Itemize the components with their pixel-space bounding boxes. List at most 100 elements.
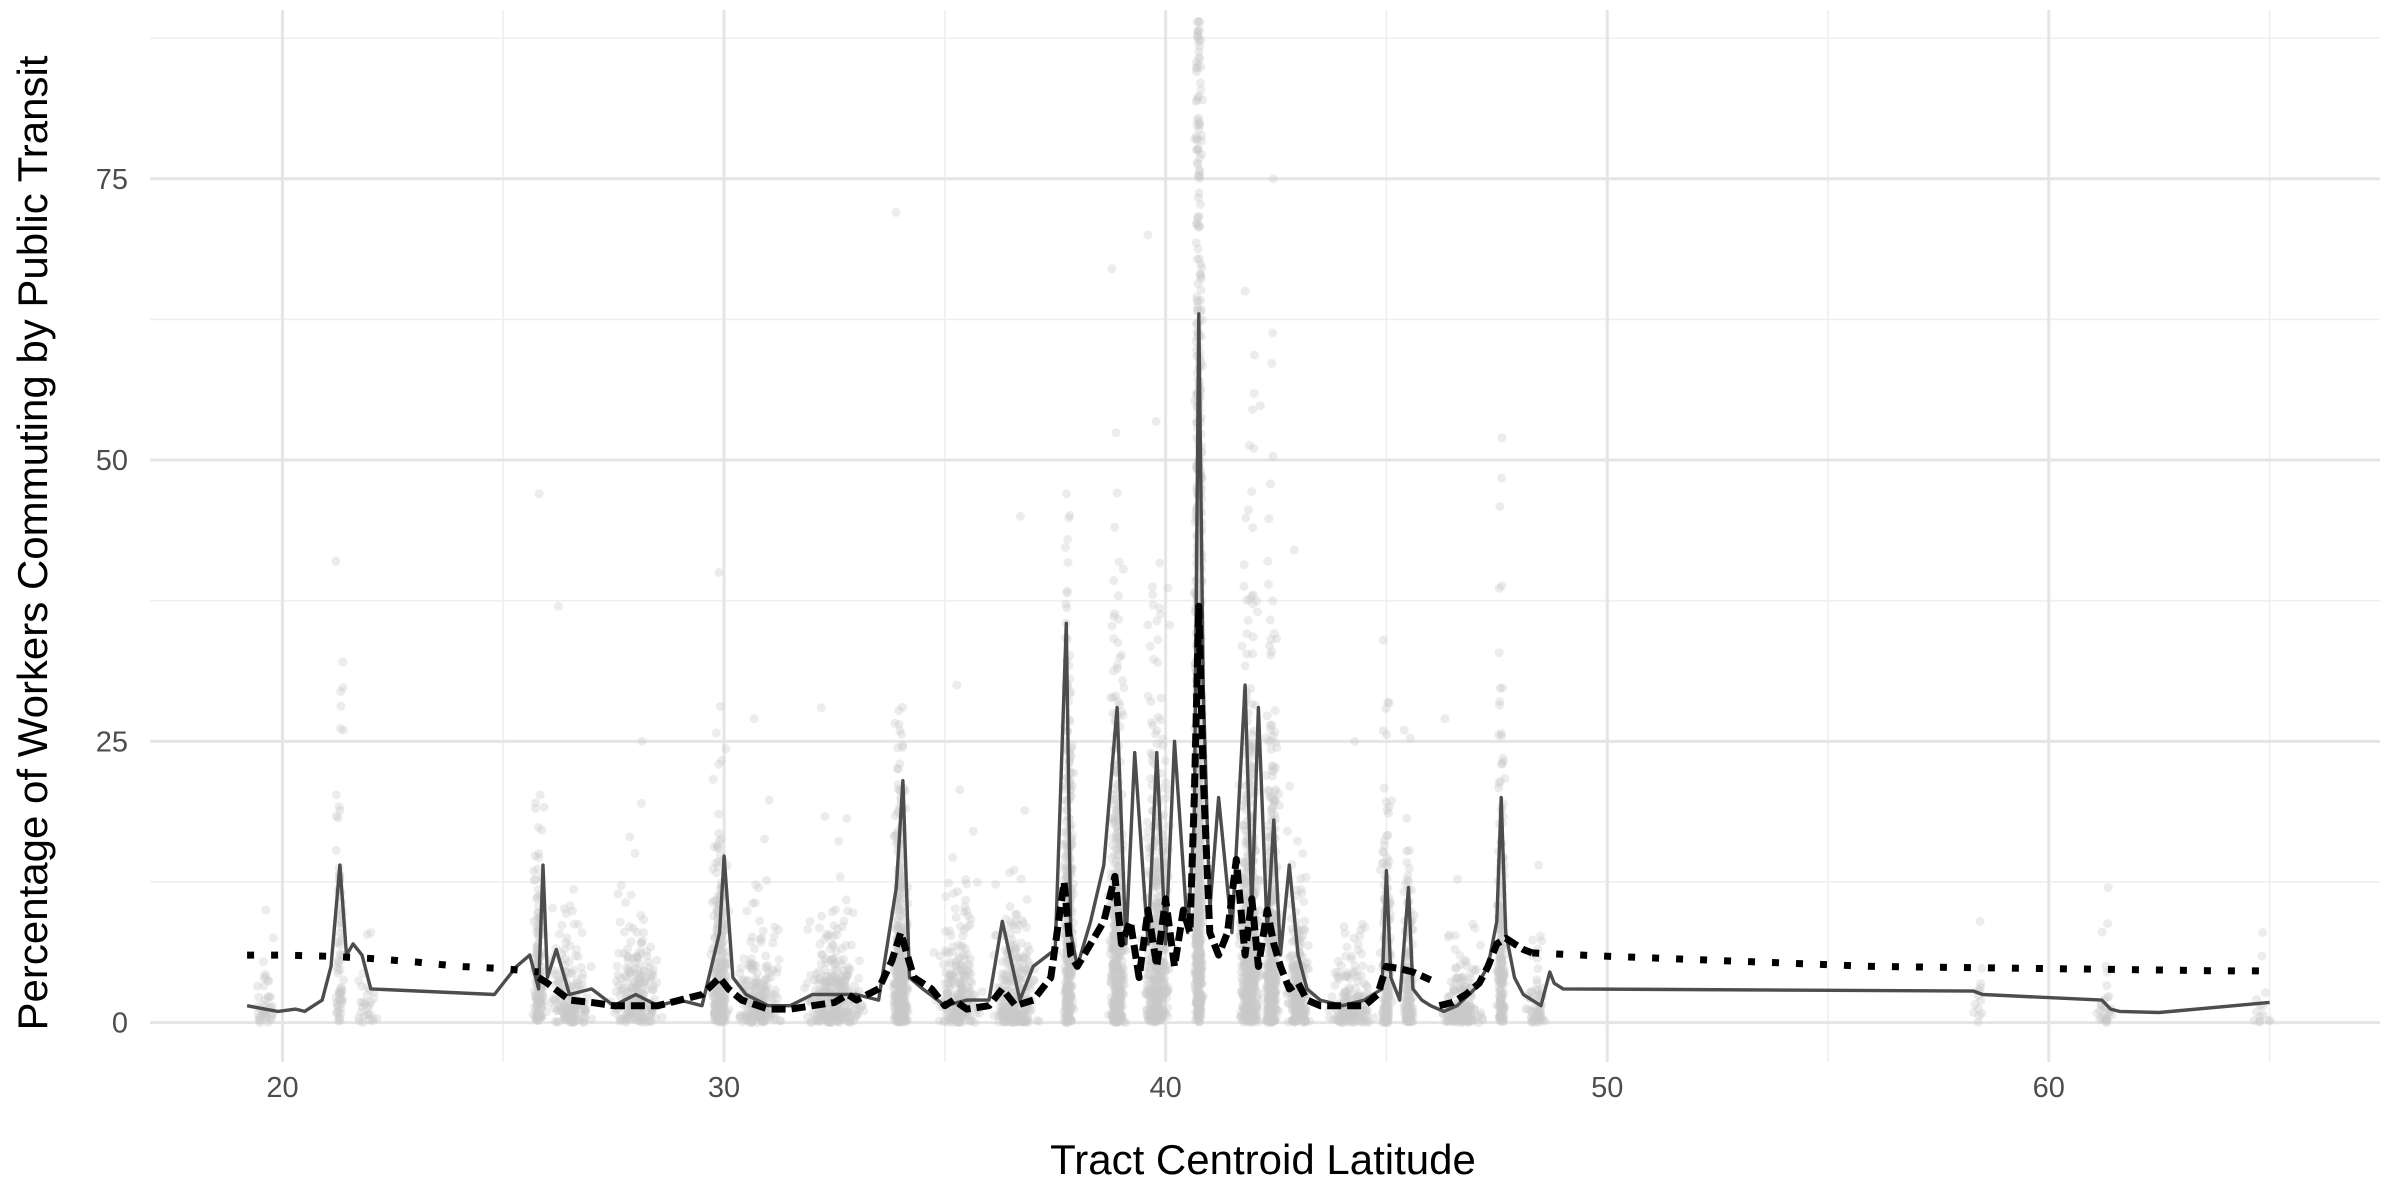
data-point <box>573 1014 583 1024</box>
data-point <box>713 1015 723 1025</box>
data-point <box>1063 558 1073 568</box>
data-point <box>577 969 587 979</box>
data-point <box>716 1017 726 1027</box>
data-point <box>717 755 727 765</box>
data-point <box>627 982 637 992</box>
data-point <box>711 728 721 738</box>
data-point <box>848 908 858 918</box>
data-point <box>637 977 647 987</box>
data-point <box>944 1013 954 1023</box>
data-point <box>637 1007 647 1017</box>
data-point <box>751 880 761 890</box>
data-point <box>532 990 542 1000</box>
data-point <box>616 985 626 995</box>
data-point <box>834 836 844 846</box>
data-point <box>633 953 643 963</box>
data-point <box>579 1017 589 1027</box>
data-point <box>616 973 626 983</box>
data-point <box>334 988 344 998</box>
data-point <box>1194 188 1204 198</box>
data-point <box>576 962 586 972</box>
data-point <box>643 1016 653 1026</box>
data-point <box>1194 991 1204 1001</box>
data-point <box>1153 635 1163 645</box>
data-point <box>623 944 632 954</box>
data-point <box>336 991 346 1001</box>
data-point <box>989 1011 999 1020</box>
data-point <box>613 889 623 899</box>
data-point <box>562 1010 572 1020</box>
data-point <box>715 966 725 975</box>
data-point <box>551 995 561 1005</box>
data-point <box>718 992 728 1002</box>
data-point <box>770 990 780 1000</box>
data-point <box>648 985 658 995</box>
data-point <box>1193 279 1203 288</box>
data-point <box>835 872 845 882</box>
data-point <box>334 995 344 1005</box>
data-point <box>965 954 975 964</box>
data-point <box>707 898 717 908</box>
data-point <box>558 1008 568 1018</box>
data-point <box>1104 1010 1114 1020</box>
data-point <box>266 992 276 1002</box>
data-point <box>714 809 724 819</box>
data-point <box>619 927 629 937</box>
data-point <box>336 701 346 711</box>
data-point <box>530 1002 540 1012</box>
data-point <box>335 987 345 997</box>
data-point <box>559 1014 569 1024</box>
data-point <box>718 1015 728 1025</box>
data-point <box>632 951 642 961</box>
data-point <box>263 1017 273 1027</box>
data-point <box>562 933 572 943</box>
data-point <box>1064 513 1074 523</box>
data-point <box>554 1017 563 1027</box>
data-point <box>1060 978 1070 988</box>
data-point <box>1111 809 1121 819</box>
data-point <box>550 995 559 1005</box>
data-point <box>560 1010 570 1020</box>
data-point <box>534 853 544 863</box>
data-point <box>534 1012 544 1022</box>
data-point <box>720 960 730 970</box>
data-point <box>1155 603 1165 613</box>
data-point <box>623 1008 632 1018</box>
data-point <box>531 1013 541 1023</box>
data-point <box>1192 967 1201 977</box>
data-point <box>712 1014 722 1024</box>
data-point <box>263 992 273 1002</box>
data-point <box>365 1009 375 1019</box>
data-point <box>829 921 839 930</box>
data-point <box>709 1000 719 1010</box>
data-point <box>627 983 637 993</box>
data-point <box>569 884 579 894</box>
data-point <box>336 940 346 950</box>
data-point <box>259 973 269 983</box>
data-point <box>1160 756 1170 766</box>
data-point <box>631 1012 640 1022</box>
data-point <box>572 975 582 985</box>
data-point <box>255 1018 265 1027</box>
data-point <box>762 875 772 885</box>
data-point <box>713 1017 723 1027</box>
data-point <box>534 1012 544 1022</box>
data-point <box>1194 947 1204 956</box>
data-point <box>335 805 345 815</box>
data-point <box>533 1000 543 1010</box>
data-point <box>364 1001 374 1010</box>
data-point <box>258 957 268 967</box>
data-point <box>632 985 642 994</box>
data-point <box>719 937 729 947</box>
data-point <box>1155 558 1165 568</box>
data-point <box>642 951 652 961</box>
data-point <box>1249 388 1259 398</box>
data-point <box>532 864 542 874</box>
data-point <box>714 1012 724 1022</box>
data-point <box>1060 543 1070 552</box>
data-point <box>613 970 623 980</box>
data-point <box>337 983 347 992</box>
data-point <box>1146 696 1156 706</box>
data-point <box>333 813 343 823</box>
data-point <box>638 928 648 938</box>
